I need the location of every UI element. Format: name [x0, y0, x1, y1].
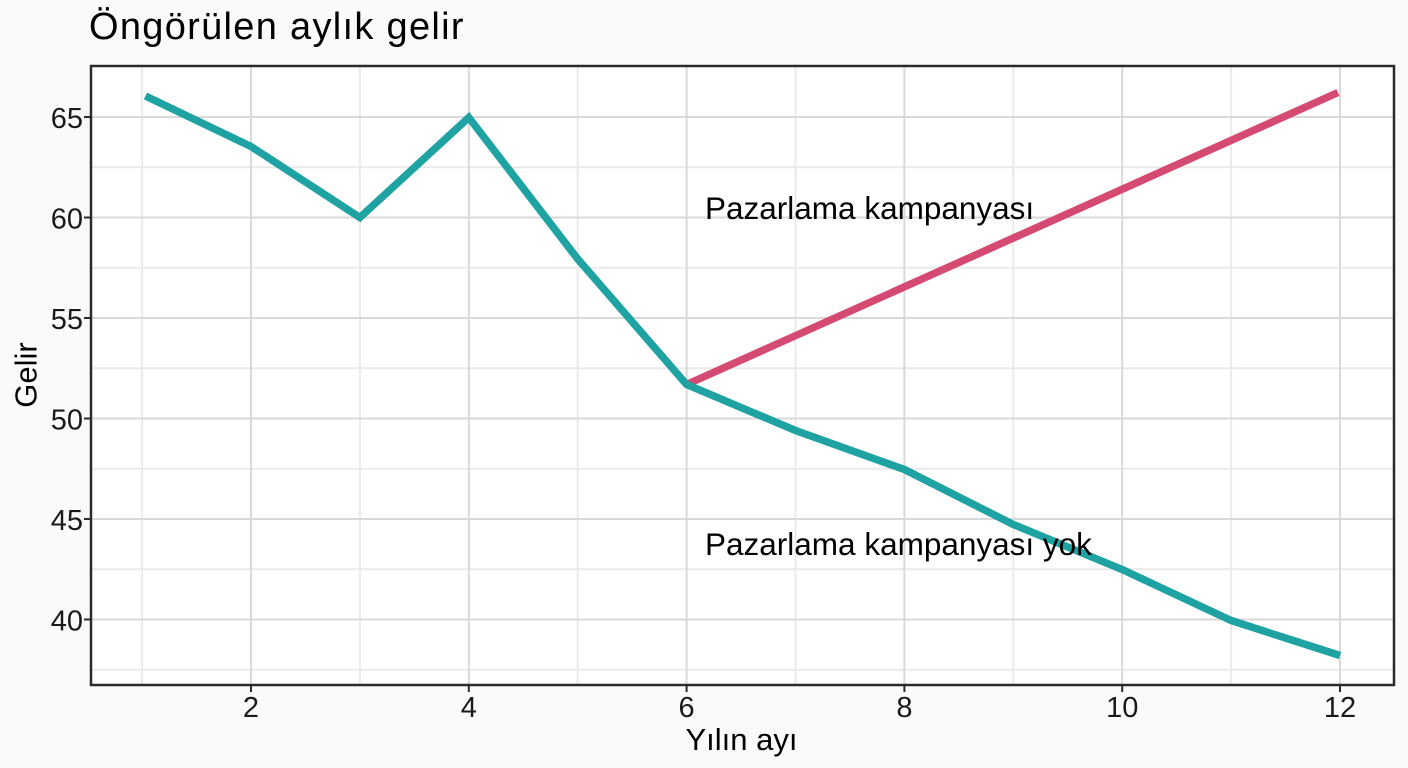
- svg-text:55: 55: [51, 304, 83, 336]
- svg-text:60: 60: [51, 204, 83, 236]
- svg-text:8: 8: [896, 692, 912, 724]
- svg-text:Yılın ayı: Yılın ayı: [686, 722, 798, 757]
- svg-text:Pazarlama kampanyası yok: Pazarlama kampanyası yok: [705, 526, 1092, 562]
- svg-text:10: 10: [1106, 692, 1138, 724]
- svg-text:65: 65: [51, 103, 83, 135]
- svg-text:Pazarlama kampanyası: Pazarlama kampanyası: [705, 190, 1034, 226]
- svg-text:2: 2: [243, 692, 259, 724]
- svg-text:45: 45: [51, 505, 83, 537]
- svg-text:6: 6: [679, 692, 695, 724]
- svg-text:4: 4: [461, 692, 477, 724]
- svg-text:Gelir: Gelir: [9, 342, 44, 407]
- svg-text:40: 40: [51, 606, 83, 638]
- svg-text:50: 50: [51, 405, 83, 437]
- svg-text:12: 12: [1324, 692, 1356, 724]
- svg-text:Öngörülen aylık gelir: Öngörülen aylık gelir: [89, 6, 465, 48]
